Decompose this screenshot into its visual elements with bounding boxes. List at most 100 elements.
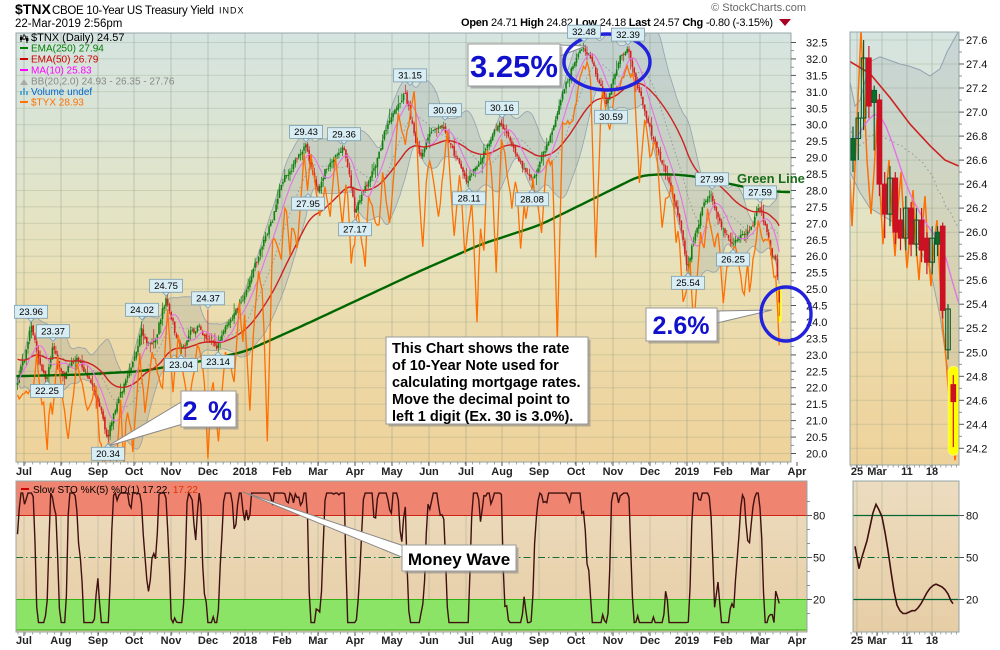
svg-text:29.43: 29.43 [294,127,318,138]
svg-text:25.4: 25.4 [966,299,987,311]
svg-text:30.0: 30.0 [806,120,827,132]
svg-text:INDX: INDX [219,6,245,16]
svg-text:Slow STO %K(5) %D(1) 17.22, 17: Slow STO %K(5) %D(1) 17.22, 17.22 [33,485,198,496]
svg-text:Feb: Feb [713,635,733,647]
svg-text:29.0: 29.0 [806,153,827,165]
svg-text:23.96: 23.96 [19,307,43,318]
svg-text:of 10-Year Note used for: of 10-Year Note used for [392,358,559,374]
svg-text:Oct: Oct [567,466,586,478]
svg-text:29.36: 29.36 [332,129,356,140]
svg-text:May: May [381,635,403,647]
svg-text:Dec: Dec [640,466,660,478]
svg-text:20.0: 20.0 [806,449,827,461]
svg-text:Sep: Sep [529,635,549,647]
svg-text:25.5: 25.5 [806,268,827,280]
svg-text:22.0: 22.0 [806,383,827,395]
svg-text:26.6: 26.6 [966,155,987,167]
svg-text:30.16: 30.16 [490,103,514,114]
svg-text:Jun: Jun [419,635,439,647]
svg-text:27.6: 27.6 [966,35,987,47]
svg-text:This Chart shows the rate: This Chart shows the rate [392,341,569,357]
svg-text:24.37: 24.37 [196,294,220,305]
svg-text:25.54: 25.54 [676,278,700,289]
svg-text:3.25%: 3.25% [470,49,558,84]
svg-text:25: 25 [851,466,863,478]
svg-text:Mar: Mar [750,466,770,478]
svg-text:calculating mortgage rates.: calculating mortgage rates. [392,375,581,391]
svg-text:Mar: Mar [308,466,328,478]
svg-text:32.39: 32.39 [616,30,640,41]
svg-text:28.08: 28.08 [520,195,544,206]
svg-text:24.02: 24.02 [130,305,154,316]
svg-text:Money Wave: Money Wave [408,550,510,569]
svg-text:25: 25 [851,635,863,647]
svg-text:Mar: Mar [308,635,328,647]
svg-text:2.6%: 2.6% [653,312,710,340]
svg-text:20.34: 20.34 [96,449,120,460]
svg-text:27.0: 27.0 [806,218,827,230]
svg-text:2018: 2018 [233,466,257,478]
svg-text:27.0: 27.0 [966,107,987,119]
svg-text:28.11: 28.11 [457,194,480,205]
svg-text:32.0: 32.0 [806,54,827,66]
svg-text:Mar: Mar [867,466,887,478]
svg-text:27.2: 27.2 [966,83,987,95]
svg-text:25.8: 25.8 [966,251,987,263]
svg-text:Dec: Dec [198,635,218,647]
svg-text:Oct: Oct [125,466,144,478]
svg-text:32.48: 32.48 [572,27,596,38]
svg-text:22.5: 22.5 [806,366,827,378]
svg-text:22-Mar-2019 2:56pm: 22-Mar-2019 2:56pm [15,18,122,30]
svg-text:EMA(50) 26.79: EMA(50) 26.79 [31,55,99,66]
svg-text:2019: 2019 [675,635,699,647]
svg-text:2019: 2019 [675,466,699,478]
svg-text:28.5: 28.5 [806,169,827,181]
svg-text:31.5: 31.5 [806,70,827,82]
svg-text:30.09: 30.09 [433,105,457,116]
svg-text:20.5: 20.5 [806,432,827,444]
svg-text:20: 20 [813,595,825,607]
svg-text:Mar: Mar [750,635,770,647]
svg-text:23.5: 23.5 [806,333,827,345]
svg-text:31.15: 31.15 [398,71,422,82]
svg-text:Nov: Nov [161,635,183,647]
svg-text:27.4: 27.4 [966,59,987,71]
svg-text:$TNX (Daily) 24.57: $TNX (Daily) 24.57 [31,32,125,44]
svg-text:27.5: 27.5 [806,202,827,214]
svg-text:BB(20,2.0) 24.93 - 26.35 - 27.: BB(20,2.0) 24.93 - 26.35 - 27.76 [31,77,175,88]
svg-text:21.0: 21.0 [806,416,827,428]
svg-text:Open 24.71 High 24.82 Low 24: Open 24.71 High 24.82 Low 24.18 Last 24.… [461,17,773,29]
svg-text:26.0: 26.0 [966,227,987,239]
svg-text:27.17: 27.17 [343,225,367,236]
svg-text:11: 11 [901,466,913,478]
svg-text:Apr: Apr [346,466,366,478]
svg-text:MA(10) 25.83: MA(10) 25.83 [31,66,92,77]
svg-text:22.25: 22.25 [35,386,59,397]
svg-text:left 1 digit (Ex. 30 is 3.0%).: left 1 digit (Ex. 30 is 3.0%). [392,409,573,425]
svg-text:Aug: Aug [491,635,512,647]
svg-text:27.99: 27.99 [700,175,724,186]
svg-text:25.2: 25.2 [966,323,987,335]
svg-text:27.59: 27.59 [748,188,772,199]
svg-text:23.14: 23.14 [206,357,230,368]
svg-text:© StockCharts.com: © StockCharts.com [711,2,806,14]
svg-text:Aug: Aug [50,466,71,478]
svg-text:Nov: Nov [603,635,625,647]
svg-text:Sep: Sep [88,635,108,647]
svg-text:21.5: 21.5 [806,399,827,411]
svg-text:Jun: Jun [419,466,439,478]
svg-text:50: 50 [966,553,978,565]
svg-text:28.0: 28.0 [806,186,827,198]
svg-text:26.5: 26.5 [806,235,827,247]
svg-text:Aug: Aug [491,466,512,478]
svg-text:Apr: Apr [788,466,808,478]
svg-text:Apr: Apr [346,635,366,647]
svg-text:Jul: Jul [16,466,32,478]
svg-text:Dec: Dec [640,635,660,647]
svg-text:May: May [381,466,403,478]
svg-text:26.2: 26.2 [966,203,987,215]
svg-text:26.4: 26.4 [966,179,987,191]
svg-text:Jul: Jul [458,635,474,647]
svg-text:23.0: 23.0 [806,350,827,362]
svg-text:Volume undef: Volume undef [31,87,92,98]
